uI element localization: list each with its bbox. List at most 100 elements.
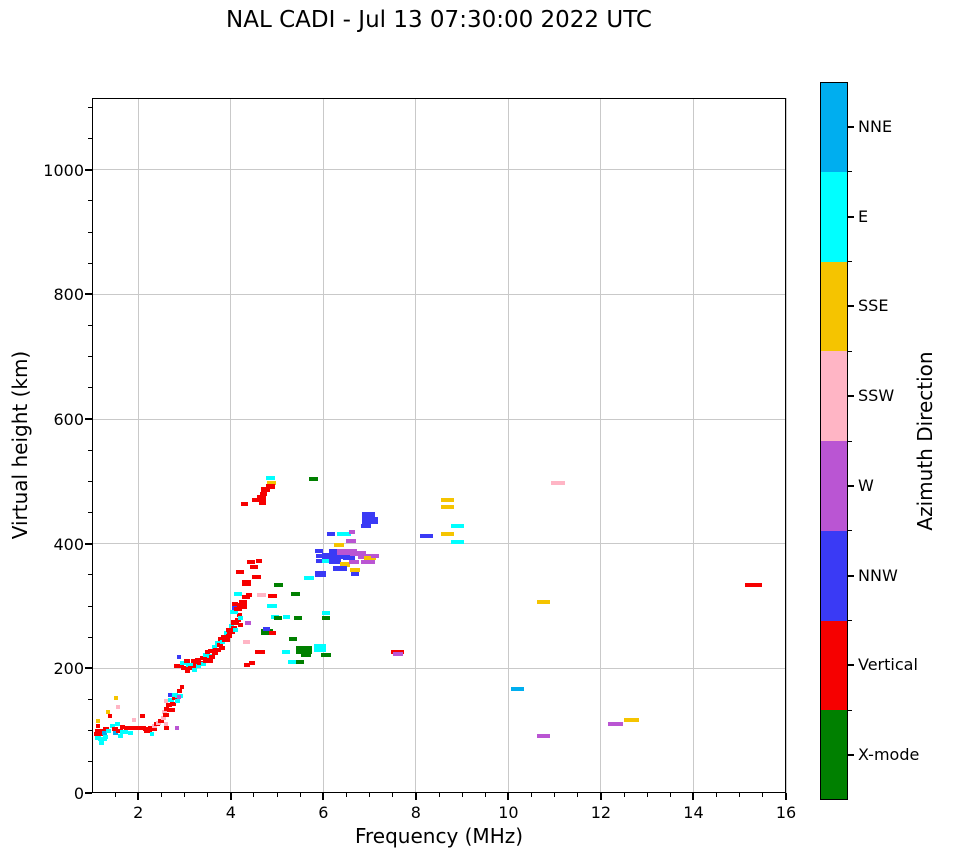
colorbar-tick [848,574,854,577]
data-point [745,582,763,587]
x-tick-label: 2 [133,803,144,822]
data-point [322,611,331,616]
data-point [201,661,207,666]
x-minor-tick [623,793,625,797]
data-point [328,549,339,555]
data-point [332,566,347,572]
colorbar-segment-v [820,620,848,711]
x-tick-label: 14 [683,803,704,822]
y-tick-label: 800 [53,285,84,305]
data-point [440,498,454,503]
x-major-tick [507,793,510,800]
data-point [165,703,172,708]
data-point [361,517,378,525]
data-point [330,553,347,560]
data-point [176,695,181,699]
data-point [326,531,335,536]
data-point [109,724,115,729]
data-point [114,696,119,701]
x-minor-tick [739,793,741,797]
data-point [287,660,296,665]
colorbar-category-label: E [858,206,869,226]
colorbar [820,82,854,800]
data-point [334,542,345,547]
data-point [190,659,197,664]
colorbar-tick [848,395,854,398]
data-point [160,716,166,721]
data-point [112,731,118,736]
data-point [291,591,301,596]
data-point [202,652,209,657]
data-point [144,728,153,733]
data-point [114,722,120,727]
data-point [98,741,104,746]
data-point [225,633,232,638]
data-point [346,538,357,543]
x-major-tick [692,793,695,800]
data-point [295,645,312,654]
colorbar-boundary-tick [848,171,852,173]
data-point [232,627,238,632]
data-point [163,726,169,731]
colorbar-boundary-tick [848,530,852,532]
data-point [226,627,232,632]
colorbar-segment-x [820,710,848,800]
data-point [252,575,262,580]
x-minor-tick [114,793,116,797]
x-minor-tick [207,793,209,797]
data-point [313,644,326,653]
x-minor-tick [160,793,162,797]
data-point [282,650,291,655]
x-major-tick [137,793,140,800]
data-point [116,704,121,709]
data-point [623,718,639,723]
data-point [242,605,248,610]
data-point [608,722,624,727]
data-point [175,725,180,730]
data-point [390,649,404,654]
data-point [116,728,124,733]
data-point [339,562,350,568]
colorbar-segment-ssw [820,351,848,441]
data-point [180,666,189,671]
x-minor-tick [184,793,186,797]
data-point [371,553,380,558]
data-point [241,502,249,507]
data-point [267,594,277,599]
gridline-horizontal [92,667,786,669]
data-point [93,732,103,737]
x-tick-label: 16 [775,803,797,822]
gridline-horizontal [92,418,786,420]
data-point [96,724,101,729]
y-minor-tick [88,262,92,264]
data-point [511,686,525,691]
data-point [350,571,359,576]
x-tick-label: 6 [318,803,329,822]
y-minor-tick [88,325,92,326]
data-point [166,708,175,713]
data-point [300,652,311,657]
data-point [212,650,219,655]
data-point [256,559,263,564]
data-point [349,529,356,534]
data-point [266,480,276,485]
data-point [362,511,376,517]
data-point [158,719,165,724]
data-point [118,733,124,738]
y-tick-label: 400 [53,534,84,554]
gridline-vertical [322,98,324,793]
y-major-tick [85,168,92,171]
y-minor-tick [88,356,92,358]
data-point [205,650,211,655]
y-minor-tick [88,200,92,202]
data-point [322,616,331,621]
colorbar-tick [848,305,854,308]
y-minor-tick [88,480,92,482]
data-point [360,523,371,528]
data-point [202,656,213,663]
colorbar-category-label: SSE [858,296,889,316]
data-point [168,692,179,697]
x-minor-tick [253,793,255,797]
data-point [238,616,244,621]
